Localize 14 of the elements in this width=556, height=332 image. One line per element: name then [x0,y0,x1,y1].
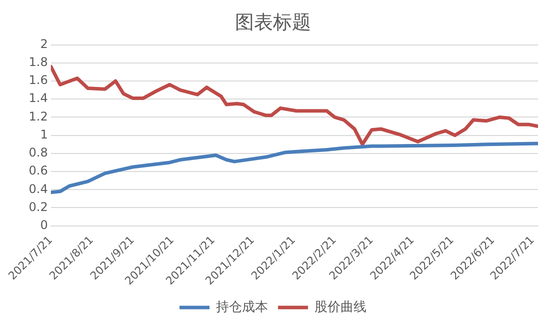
y-tick-label: 0 [40,218,48,232]
legend-label: 持仓成本 [216,300,268,315]
y-tick-label: 1.6 [28,73,48,88]
y-tick-label: 0.6 [28,164,48,178]
y-tick-label: 1.2 [28,109,48,124]
y-tick-label: 1.4 [28,91,48,106]
y-tick-label: 1.8 [28,55,48,70]
y-tick-label: 0.8 [28,146,48,160]
y-tick-label: 0.2 [28,200,48,214]
y-tick-label: 2 [40,36,48,51]
legend-label: 股价曲线 [314,300,366,315]
y-tick-label: 0.4 [28,182,48,196]
y-tick-label: 1 [40,127,48,142]
chart-title: 图表标题 [235,11,311,34]
